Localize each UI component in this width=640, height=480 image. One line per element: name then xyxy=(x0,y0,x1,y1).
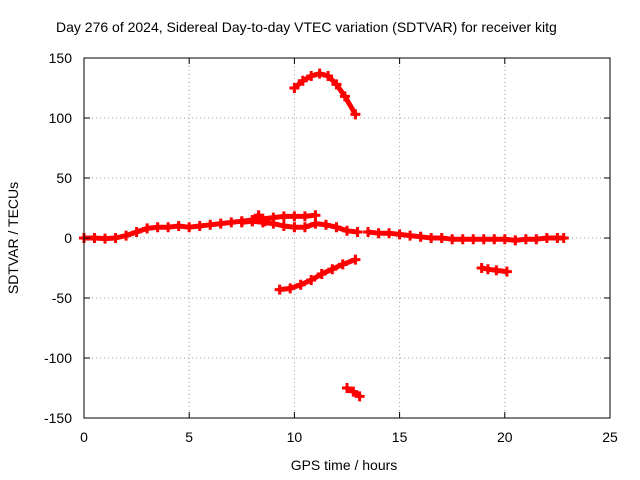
y-tick-label: -100 xyxy=(44,350,72,366)
data-point xyxy=(314,68,325,79)
data-point xyxy=(457,234,468,245)
data-point xyxy=(405,230,416,241)
data-point xyxy=(215,218,226,229)
data-point xyxy=(289,211,300,222)
data-point xyxy=(447,234,458,245)
data-point xyxy=(468,234,479,245)
data-point xyxy=(184,222,195,233)
data-point xyxy=(268,218,279,229)
data-point xyxy=(384,228,395,239)
series-neg-short xyxy=(476,263,512,277)
data-point xyxy=(226,217,237,228)
data-point xyxy=(173,221,184,231)
data-point xyxy=(100,233,111,244)
data-point xyxy=(259,216,270,227)
data-point xyxy=(194,221,205,231)
data-point xyxy=(289,222,300,233)
data-point xyxy=(558,233,569,243)
data-point xyxy=(310,218,321,229)
data-point xyxy=(363,227,374,237)
data-point xyxy=(489,234,500,245)
x-tick-label: 10 xyxy=(287,429,303,445)
x-tick-label: 15 xyxy=(392,429,408,445)
x-axis-label: GPS time / hours xyxy=(291,457,398,473)
data-point xyxy=(274,284,285,295)
data-point xyxy=(342,225,352,236)
y-axis-label: SDTVAR / TECUs xyxy=(5,182,21,294)
data-point xyxy=(247,216,258,227)
data-point xyxy=(310,210,321,221)
y-tick-label: 0 xyxy=(64,230,72,246)
data-point xyxy=(373,228,384,239)
y-tick-label: 100 xyxy=(49,110,73,126)
data-point xyxy=(327,264,338,275)
data-point xyxy=(501,266,512,277)
data-point xyxy=(482,264,493,275)
data-point xyxy=(331,222,342,233)
data-point xyxy=(478,234,489,245)
data-point xyxy=(426,233,437,243)
data-point xyxy=(520,234,531,245)
data-point xyxy=(331,79,342,90)
data-point xyxy=(299,222,310,233)
data-point xyxy=(236,217,247,228)
y-tick-label: 50 xyxy=(56,170,72,186)
data-point xyxy=(121,230,132,241)
data-point xyxy=(436,233,447,243)
data-point xyxy=(541,233,552,243)
data-point xyxy=(316,269,327,279)
y-tick-label: 150 xyxy=(49,50,73,66)
data-point xyxy=(253,210,264,221)
data-point xyxy=(342,383,352,393)
series-layer xyxy=(79,68,569,402)
data-point xyxy=(320,219,331,230)
data-point xyxy=(499,234,510,245)
data-point xyxy=(285,283,296,294)
data-point xyxy=(323,71,334,81)
data-point xyxy=(131,227,142,237)
series-mid-track xyxy=(363,227,569,246)
data-point xyxy=(295,279,306,290)
chart-title: Day 276 of 2024, Sidereal Day-to-day VTE… xyxy=(56,19,557,35)
data-point xyxy=(354,391,365,402)
data-point xyxy=(510,235,521,246)
data-point xyxy=(142,223,153,234)
series-deep-neg xyxy=(342,383,365,402)
series-spike xyxy=(247,210,270,227)
x-axis: 0 5 10 15 20 25 xyxy=(80,58,618,445)
y-axis: -150 -100 -50 0 50 100 150 xyxy=(44,50,610,426)
data-point xyxy=(350,109,361,120)
data-point xyxy=(306,275,317,285)
data-point xyxy=(348,386,359,397)
data-point xyxy=(394,229,405,240)
data-point xyxy=(350,254,361,265)
data-point xyxy=(278,211,289,222)
y-tick-label: -150 xyxy=(44,410,72,426)
x-tick-label: 5 xyxy=(185,429,193,445)
data-point xyxy=(278,221,289,231)
data-point xyxy=(152,222,163,233)
data-point xyxy=(89,233,100,243)
data-point xyxy=(163,222,174,233)
x-tick-label: 25 xyxy=(602,429,618,445)
x-tick-label: 20 xyxy=(497,429,513,445)
series-neg-arc xyxy=(274,254,361,295)
data-point xyxy=(531,234,542,245)
data-point xyxy=(289,83,300,93)
series-upper-arc xyxy=(289,68,361,120)
data-point xyxy=(491,265,502,276)
data-point xyxy=(110,233,121,243)
x-tick-label: 0 xyxy=(80,429,88,445)
data-point xyxy=(205,219,216,230)
data-point xyxy=(337,259,348,270)
data-point xyxy=(415,231,426,242)
data-point xyxy=(306,71,317,81)
data-point xyxy=(299,211,310,222)
y-tick-label: -50 xyxy=(52,290,72,306)
data-point xyxy=(352,227,363,237)
data-point xyxy=(297,75,308,86)
data-point xyxy=(339,91,350,102)
